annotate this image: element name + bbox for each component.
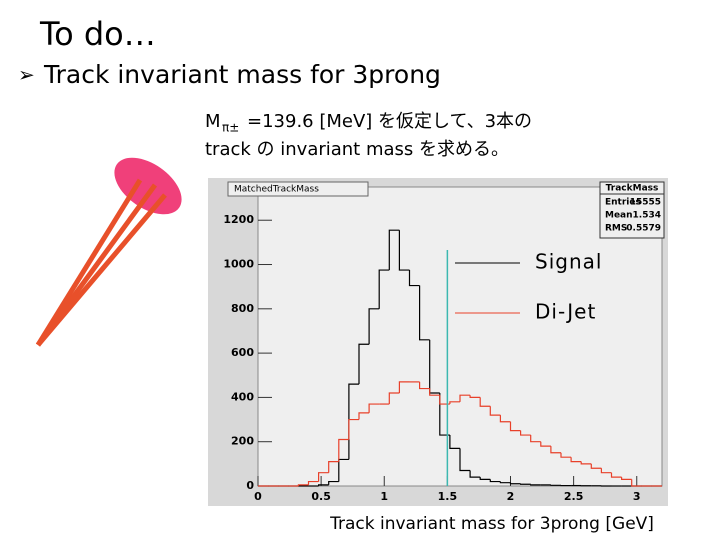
track-line [35,178,143,347]
y-tick-label: 1200 [223,213,254,226]
y-tick-label: 600 [231,346,254,359]
hist-bin [328,461,339,473]
hist-bin [449,401,460,405]
x-tick-label: 1.5 [438,490,458,503]
legend-label: Di-Jet [535,300,596,324]
hist-bin [408,270,420,287]
hist-bin [419,285,430,341]
hist-bin [318,472,329,482]
note-line2: track の invariant mass を求める。 [205,139,509,160]
hist-bin [600,468,612,474]
jet-ellipse [114,157,182,215]
hist-bin [489,479,501,483]
stats-label: Mean [605,211,633,221]
hist-bin [449,435,460,449]
hist-bin [621,477,632,480]
hist-bin [520,430,531,436]
hist-bin [570,457,582,463]
y-tick-label: 400 [231,390,254,403]
hist-bin [368,308,380,345]
stats-box [599,181,665,239]
note-rest: =139.6 [MeV] を仮定して、3本の [247,111,532,132]
hist-bin [358,412,370,420]
hist-bin [388,392,400,405]
hist-bin [580,461,592,465]
hist-bin [398,381,410,393]
hist-bin [338,438,349,462]
hist-bin [398,230,410,271]
hist-bin [631,479,642,487]
x-tick-label: 0.5 [311,490,331,503]
x-axis-label: Track invariant mass for 3prong [GeV] [329,514,654,534]
hist-bin [459,394,471,402]
stats-label: Entries [605,198,641,208]
bullet-arrow: ➢ [18,63,35,87]
hist-bin [307,480,319,485]
hist-bin [469,395,481,399]
stats-title: TrackMass [606,184,659,194]
hist-bin [550,446,561,454]
track-line [36,193,167,347]
note-sub: π± [222,121,239,135]
hist-bin [348,418,359,440]
hist-bin [479,477,491,480]
x-tick-label: 0 [254,490,262,503]
hist-bin [530,484,541,486]
y-tick-label: 0 [246,479,254,492]
note-m: M [205,111,221,132]
hist-bin [540,441,551,447]
hist-bin [328,480,339,485]
legend-label: Signal [535,250,602,274]
stats-label: RMS [605,224,627,234]
hist-bin [560,452,572,458]
y-tick-label: 200 [231,435,254,448]
hist-bin [469,470,481,478]
stats-value: 1.534 [633,211,661,221]
hist-bin [509,482,521,485]
hist-bin [590,463,602,469]
y-tick-label: 1000 [223,258,254,271]
hist-bin [530,435,541,443]
hist-bin [509,421,521,432]
hist-bin [499,481,511,484]
stats-value: 15555 [630,198,661,208]
hist-bin [439,392,450,436]
hist-bin [479,397,491,407]
jet-graphic [35,157,182,347]
hist-bin [388,229,400,271]
bullet-text: Track invariant mass for 3prong [43,60,441,89]
hist-bin [419,381,430,390]
hist-bin [368,403,380,413]
x-tick-label: 2.5 [564,490,584,503]
hist-bin [378,269,390,309]
x-tick-label: 1 [380,490,388,503]
hist-bin [610,472,622,478]
hist-title-box [227,181,369,197]
hist-bin [499,415,511,423]
stats-value: 0.5579 [626,224,661,234]
hist-bin [429,388,440,396]
hist-bin [459,448,471,472]
hist-bin [358,343,370,385]
x-tick-label: 3 [633,490,641,503]
hist-bin [318,484,329,486]
hist-bin [297,484,309,486]
x-tick-label: 2 [507,490,515,503]
plot-area [257,186,663,487]
hist-title: MatchedTrackMass [234,185,319,195]
hist-bin [439,395,450,405]
hist-bin [489,406,501,416]
y-tick-label: 800 [231,302,254,315]
heading: To do… [39,15,156,53]
